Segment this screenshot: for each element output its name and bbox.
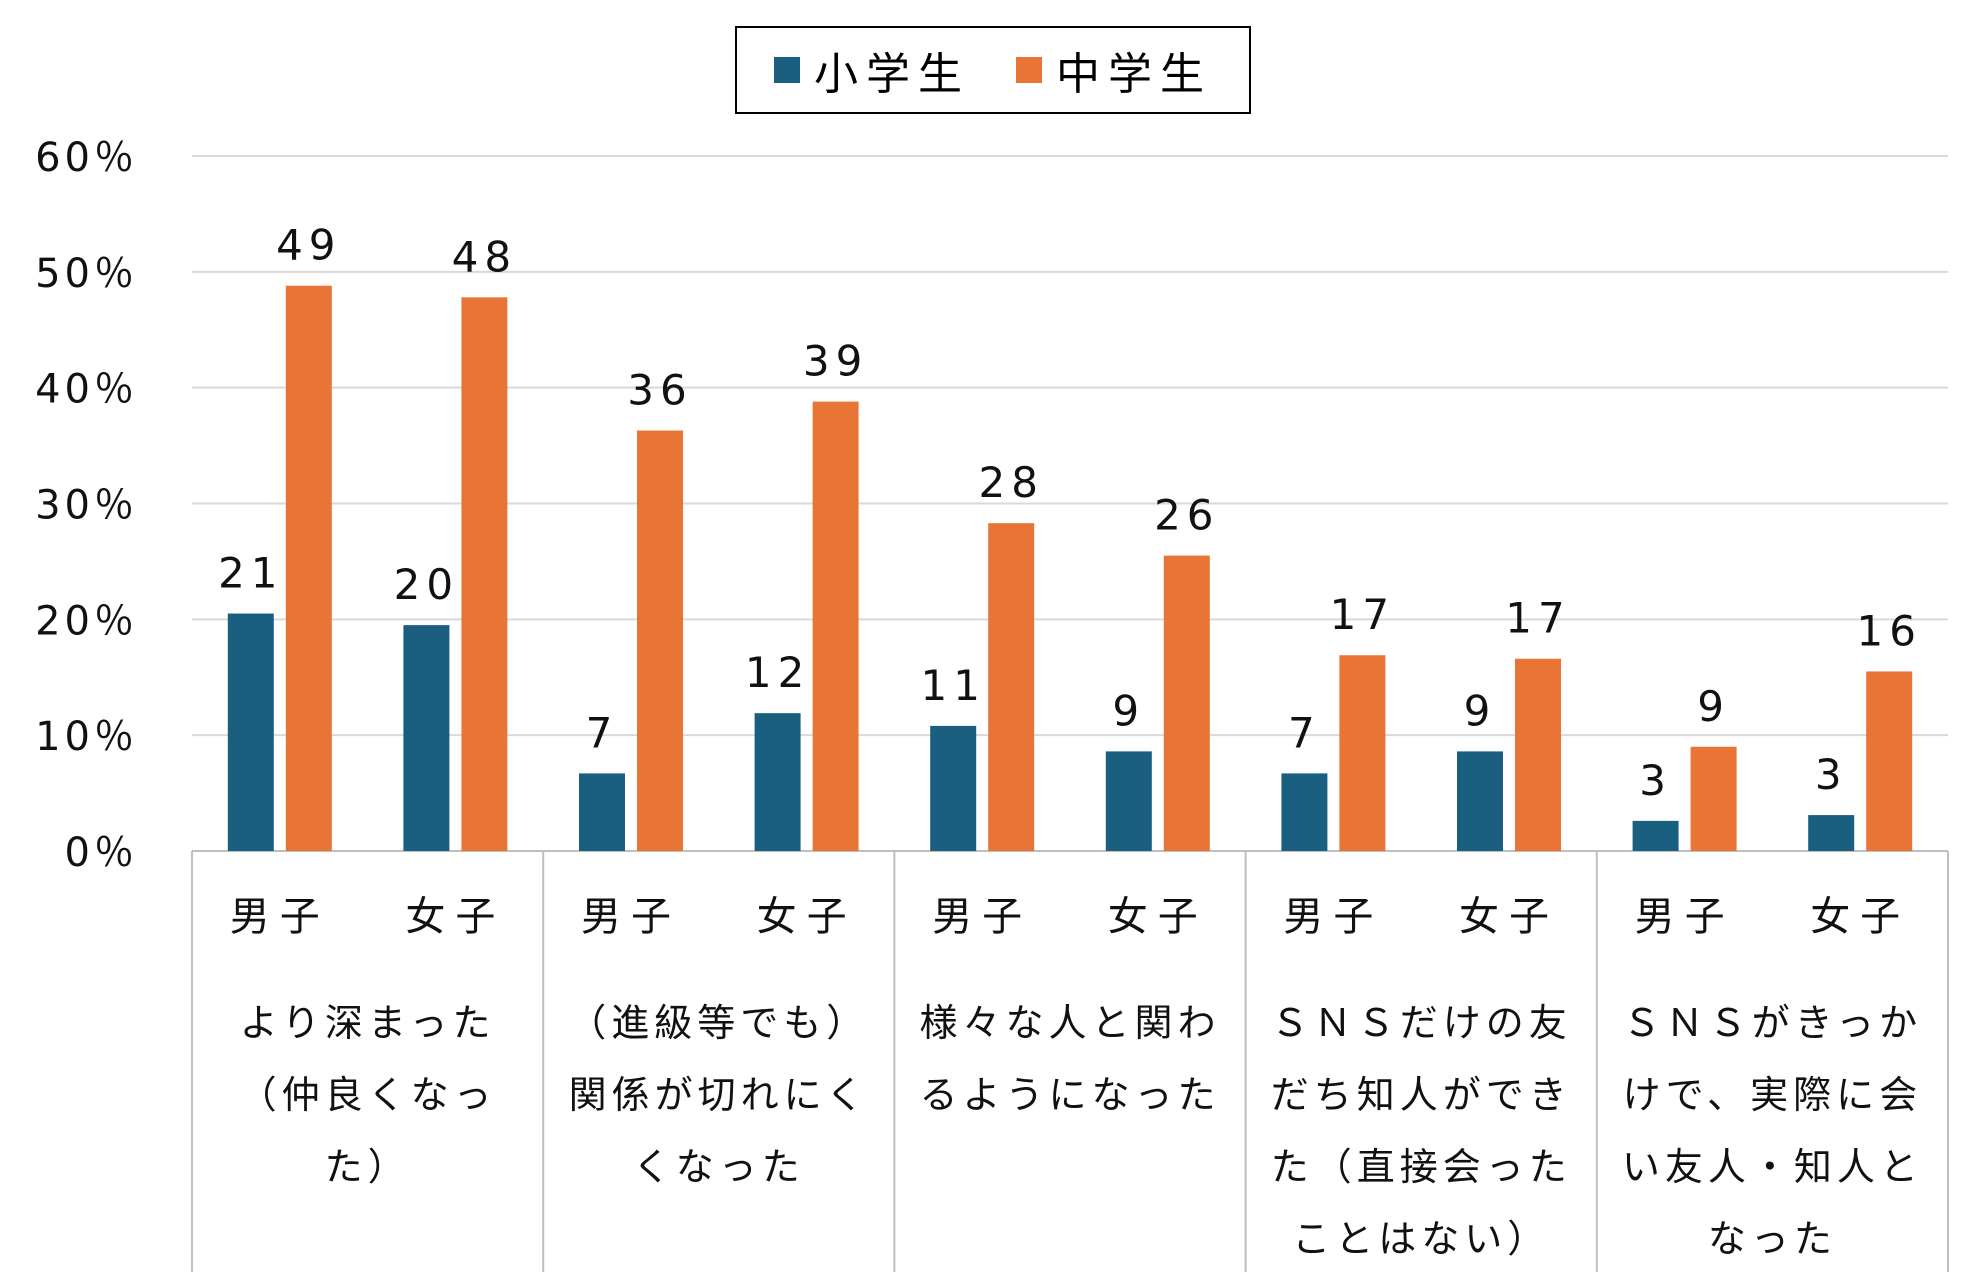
data-label-elementary: 9 [1464, 686, 1497, 735]
bar-elementary [227, 613, 274, 851]
legend-item-elementary: 小学生 [774, 38, 970, 102]
bar-elementary [1281, 773, 1328, 851]
x-sub-label: 男子 [230, 894, 330, 940]
bar-elementary [579, 773, 625, 851]
y-tick-label: 40％ [35, 367, 138, 413]
data-label-junior-high: 9 [1697, 682, 1730, 731]
bar-junior-high [1163, 555, 1210, 851]
x-sub-label: 男子 [581, 894, 681, 940]
x-group-label: るようになった [919, 1073, 1220, 1117]
y-tick-label: 0％ [65, 830, 138, 876]
x-group-label: た（直接会った [1271, 1145, 1572, 1189]
data-label-junior-high: 48 [452, 232, 517, 281]
bar-junior-high [637, 430, 683, 851]
legend-swatch-elementary [774, 57, 800, 83]
y-tick-label: 60％ [35, 135, 138, 181]
bar-junior-high [1515, 658, 1561, 851]
x-group-label: た） [325, 1145, 411, 1189]
data-label-elementary: 11 [920, 661, 985, 710]
bar-junior-high [285, 285, 332, 851]
bar-junior-high [1339, 655, 1386, 851]
y-tick-label: 50％ [35, 251, 138, 297]
data-label-junior-high: 36 [627, 366, 692, 415]
legend-swatch-junior-high [1016, 57, 1042, 83]
data-label-junior-high: 49 [276, 221, 341, 270]
x-group-label: ＳＮＳだけの友 [1271, 1001, 1572, 1045]
bar-elementary [1105, 751, 1152, 851]
data-label-elementary: 12 [745, 648, 810, 697]
data-label-elementary: 3 [1639, 756, 1672, 805]
x-group-label: い友人・知人と [1622, 1145, 1923, 1189]
x-group-label: だち知人ができ [1271, 1073, 1572, 1117]
y-tick-label: 10％ [35, 714, 138, 760]
data-label-junior-high: 17 [1330, 590, 1395, 639]
data-label-elementary: 3 [1815, 750, 1848, 799]
x-sub-label: 男子 [1283, 894, 1383, 940]
data-label-elementary: 9 [1112, 686, 1145, 735]
data-label-junior-high: 26 [1154, 491, 1219, 540]
data-label-elementary: 21 [218, 549, 283, 598]
x-sub-label: 女子 [1108, 894, 1208, 940]
x-sub-label: 男子 [1635, 894, 1735, 940]
legend-label-elementary: 小学生 [814, 49, 970, 100]
chart-legend: 小学生 中学生 [735, 26, 1251, 114]
bar-junior-high [812, 401, 859, 851]
x-group-label: 様々な人と関わ [919, 1001, 1220, 1045]
data-label-elementary: 7 [586, 708, 619, 757]
x-group-label: （仲良くなっ [239, 1073, 497, 1117]
x-group-label: ことはない） [1292, 1217, 1550, 1261]
x-sub-label: 女子 [757, 894, 857, 940]
y-tick-label: 20％ [35, 598, 138, 644]
bar-elementary [754, 713, 801, 851]
bar-junior-high [988, 523, 1035, 851]
bar-junior-high [461, 297, 508, 852]
data-label-junior-high: 17 [1505, 594, 1570, 643]
bar-junior-high [1866, 671, 1913, 851]
x-group-label: （進級等でも） [568, 1001, 869, 1045]
data-label-elementary: 20 [394, 560, 459, 609]
x-group-label: 関係が切れにく [569, 1073, 869, 1117]
x-group-label: より深まった [240, 1001, 496, 1045]
legend-item-junior-high: 中学生 [1016, 38, 1212, 102]
data-label-junior-high: 28 [978, 458, 1043, 507]
x-sub-label: 男子 [932, 894, 1032, 940]
bar-elementary [930, 725, 977, 851]
x-group-label: くなった [633, 1145, 805, 1189]
bar-junior-high [1690, 746, 1737, 851]
x-sub-label: 女子 [1810, 894, 1910, 940]
x-group-label: ＳＮＳがきっか [1623, 1001, 1922, 1045]
x-sub-label: 女子 [1459, 894, 1559, 940]
bar-elementary [403, 625, 450, 851]
bar-elementary [1808, 815, 1855, 851]
y-tick-label: 30％ [35, 483, 138, 529]
data-label-junior-high: 16 [1856, 606, 1921, 655]
data-label-elementary: 7 [1288, 708, 1321, 757]
legend-label-junior-high: 中学生 [1056, 49, 1212, 100]
x-sub-label: 女子 [405, 894, 505, 940]
x-group-label: なった [1708, 1217, 1837, 1261]
x-group-label: けで、実際に会 [1623, 1073, 1922, 1117]
bar-elementary [1632, 820, 1679, 851]
bar-elementary [1457, 751, 1503, 851]
data-label-junior-high: 39 [803, 337, 868, 386]
